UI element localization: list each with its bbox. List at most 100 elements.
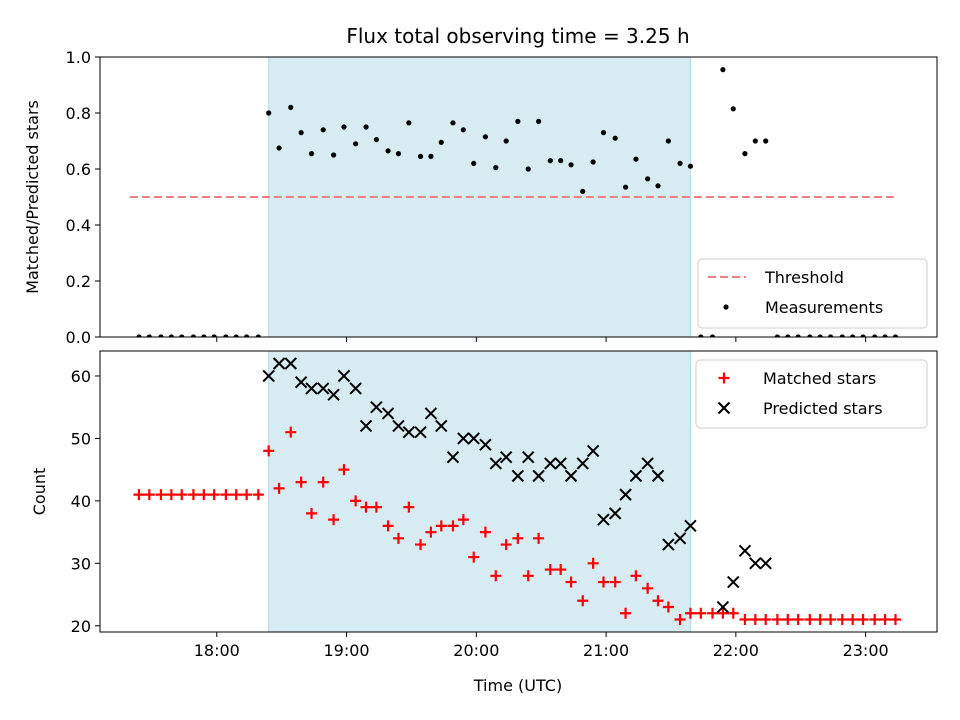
data-point bbox=[460, 127, 466, 133]
data-point bbox=[836, 614, 848, 626]
data-point bbox=[208, 489, 220, 501]
data-point bbox=[338, 464, 350, 476]
x-tick-label: 23:00 bbox=[843, 641, 889, 660]
data-point bbox=[532, 469, 545, 483]
data-point bbox=[370, 400, 383, 414]
legend: Threshold Measurements bbox=[697, 258, 928, 329]
data-point bbox=[230, 489, 242, 501]
data-point bbox=[558, 158, 564, 164]
data-point bbox=[341, 124, 347, 130]
data-point bbox=[889, 614, 901, 626]
data-point bbox=[320, 127, 326, 133]
data-point bbox=[272, 357, 286, 370]
data-point bbox=[879, 614, 891, 626]
data-point bbox=[892, 334, 899, 337]
data-point bbox=[564, 469, 578, 483]
data-point bbox=[565, 576, 577, 588]
data-point bbox=[233, 334, 239, 337]
data-point bbox=[547, 158, 553, 164]
data-point bbox=[727, 607, 739, 619]
data-point bbox=[707, 607, 719, 619]
y-tick-label: 0.4 bbox=[66, 216, 91, 235]
data-point bbox=[143, 489, 155, 501]
data-point bbox=[608, 507, 622, 520]
data-point bbox=[295, 476, 307, 488]
y-axis-label: Matched/Predicted stars bbox=[23, 100, 42, 294]
data-point bbox=[415, 539, 427, 551]
data-point bbox=[187, 489, 199, 501]
data-point bbox=[749, 557, 762, 570]
data-point bbox=[168, 334, 174, 337]
data-point bbox=[662, 601, 674, 613]
data-point bbox=[850, 334, 856, 337]
data-point bbox=[677, 160, 683, 166]
data-point bbox=[709, 334, 716, 337]
x-tick-label: 21:00 bbox=[583, 641, 629, 660]
panel-counts: 18:00 19:00 20:00 21:00 22:00 23:00 20 30 40 50 60… bbox=[30, 350, 938, 660]
y-tick-label: 30 bbox=[71, 554, 91, 573]
x-tick-label: 22:00 bbox=[713, 641, 759, 660]
data-point bbox=[350, 495, 362, 507]
data-point bbox=[490, 570, 502, 582]
data-point bbox=[176, 489, 188, 501]
data-point bbox=[759, 557, 772, 570]
axes-frame bbox=[99, 56, 938, 338]
y-tick-label: 40 bbox=[71, 492, 91, 511]
data-point bbox=[316, 382, 330, 395]
data-point bbox=[392, 532, 404, 544]
data-point bbox=[544, 564, 556, 576]
data-point bbox=[739, 614, 751, 626]
data-point bbox=[522, 450, 535, 464]
y-tick-label: 20 bbox=[71, 617, 91, 636]
data-point bbox=[760, 614, 772, 626]
data-point bbox=[447, 520, 459, 532]
data-point bbox=[804, 614, 816, 626]
data-point bbox=[402, 425, 416, 439]
y-axis-label: Count bbox=[30, 468, 49, 516]
data-point bbox=[814, 614, 826, 626]
data-point bbox=[695, 607, 707, 619]
data-point bbox=[522, 570, 534, 582]
data-point bbox=[263, 445, 275, 457]
legend: Matched stars Predicted stars bbox=[695, 359, 928, 429]
data-point bbox=[512, 532, 524, 544]
y-tick-label: 0.2 bbox=[66, 272, 91, 291]
data-point bbox=[600, 130, 607, 136]
data-point bbox=[467, 432, 480, 445]
series-measurements bbox=[136, 67, 899, 337]
data-point bbox=[370, 501, 382, 513]
data-point bbox=[554, 457, 567, 470]
data-point bbox=[468, 551, 480, 563]
data-point bbox=[839, 334, 845, 337]
data-point bbox=[438, 139, 444, 145]
data-point bbox=[687, 163, 694, 169]
data-point bbox=[190, 334, 197, 337]
x-tick-label: 18:00 bbox=[194, 641, 240, 660]
legend-label: Predicted stars bbox=[763, 399, 883, 418]
data-point bbox=[720, 67, 726, 73]
data-point bbox=[146, 334, 152, 337]
data-point bbox=[577, 595, 589, 607]
data-point bbox=[457, 432, 470, 445]
data-point bbox=[662, 538, 675, 551]
data-point bbox=[525, 166, 531, 172]
data-point bbox=[609, 576, 621, 588]
y-tick-label: 1.0 bbox=[66, 48, 91, 67]
data-point bbox=[860, 334, 866, 337]
data-point bbox=[308, 151, 315, 157]
data-point bbox=[597, 513, 610, 526]
data-point bbox=[642, 582, 654, 594]
data-point bbox=[276, 145, 282, 151]
data-point bbox=[349, 382, 362, 395]
data-point bbox=[327, 388, 340, 401]
data-point bbox=[450, 120, 456, 126]
data-point bbox=[482, 134, 489, 140]
data-point bbox=[500, 539, 512, 551]
legend-label: Threshold bbox=[764, 268, 844, 287]
data-point bbox=[457, 514, 469, 526]
observing-window-span bbox=[268, 350, 691, 633]
data-point bbox=[155, 489, 167, 501]
data-point bbox=[201, 334, 207, 337]
data-point bbox=[641, 457, 654, 470]
